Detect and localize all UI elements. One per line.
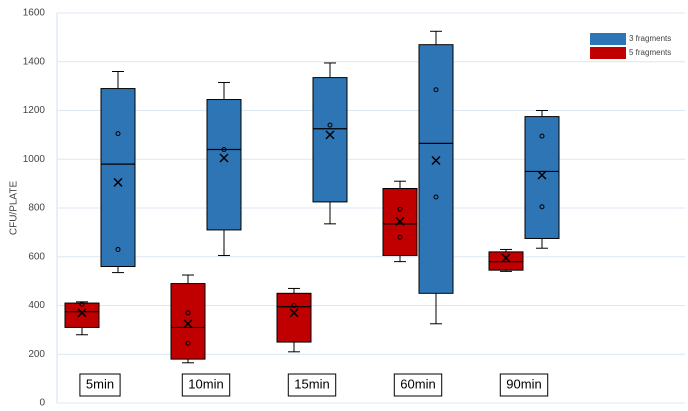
box — [206, 99, 242, 231]
x-tick-label: 15min — [294, 376, 329, 391]
data-point — [433, 194, 439, 200]
box — [312, 77, 348, 203]
box — [276, 292, 312, 343]
x-tick-label: 5min — [86, 376, 114, 391]
mean-marker — [537, 170, 547, 180]
x-label-box — [181, 373, 231, 397]
mean-marker — [395, 216, 405, 226]
data-point — [185, 340, 191, 346]
box — [524, 116, 560, 239]
x-label-box — [79, 373, 121, 397]
mean-marker — [77, 308, 87, 318]
data-point — [79, 301, 85, 307]
legend-label: 3 fragments — [629, 34, 671, 43]
data-point — [327, 122, 333, 128]
mean-marker — [113, 177, 123, 187]
data-point — [115, 246, 121, 252]
x-tick-label: 90min — [506, 376, 541, 391]
x-tick-label: 60min — [400, 376, 435, 391]
box — [170, 283, 206, 360]
box — [64, 302, 100, 328]
mean-marker — [219, 153, 229, 163]
data-point — [397, 206, 403, 212]
box — [418, 44, 454, 294]
mean-marker — [289, 308, 299, 318]
legend-swatch — [590, 33, 626, 45]
y-axis-label: CFU/PLATE — [9, 181, 20, 236]
data-point — [291, 303, 297, 308]
y-tick-label: 200 — [28, 349, 45, 360]
data-point — [221, 147, 227, 152]
y-tick-label: 400 — [28, 300, 45, 311]
box — [100, 88, 136, 267]
legend-label: 5 fragments — [629, 48, 671, 57]
mean-marker — [431, 155, 441, 165]
data-point — [433, 87, 439, 93]
y-tick-label: 800 — [28, 203, 45, 214]
mean-marker — [501, 253, 511, 263]
box — [488, 251, 524, 271]
data-point — [115, 131, 121, 137]
y-tick-label: 0 — [39, 398, 45, 409]
x-tick-label: 10min — [188, 376, 223, 391]
data-point — [539, 133, 545, 139]
data-point — [185, 310, 191, 316]
y-tick-label: 1200 — [23, 105, 46, 116]
data-point — [539, 204, 545, 210]
mean-marker — [183, 319, 193, 329]
x-label-box — [499, 373, 549, 397]
mean-marker — [325, 130, 335, 140]
y-tick-label: 1400 — [23, 56, 46, 67]
y-tick-label: 600 — [28, 251, 45, 262]
data-point — [397, 234, 403, 240]
x-label-box — [287, 373, 337, 397]
legend-swatch — [590, 47, 626, 59]
y-tick-label: 1600 — [23, 8, 46, 19]
y-tick-label: 1000 — [23, 154, 46, 165]
x-label-box — [393, 373, 443, 397]
